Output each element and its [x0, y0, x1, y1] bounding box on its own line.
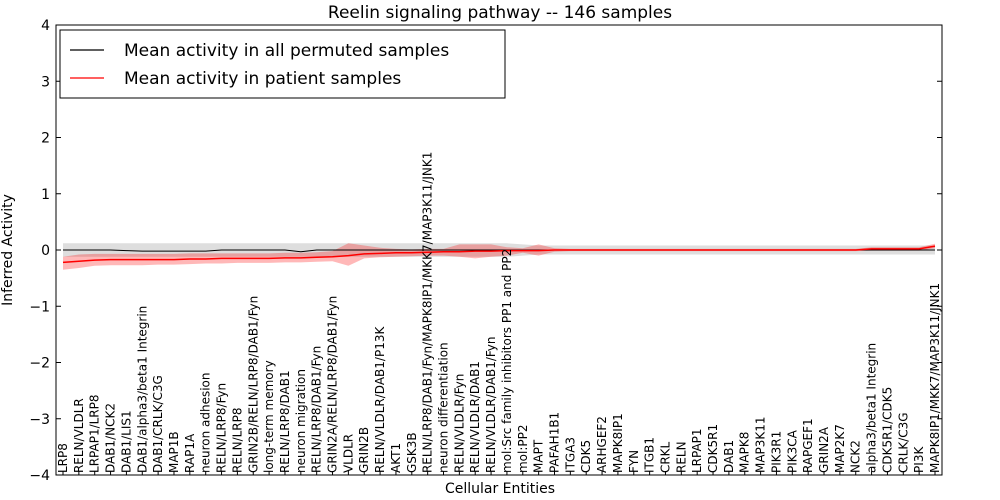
category-label-18: VLDLR: [341, 434, 355, 473]
category-label-49: MAP2K7: [833, 424, 847, 473]
category-label-14: RELN/LRP8/DAB1: [278, 370, 292, 473]
category-label-27: RELN/VLDLR/DAB1/Fyn: [484, 337, 498, 473]
line-series-1: [62, 245, 936, 264]
category-label-21: AKT1: [389, 443, 403, 473]
y-tick-label-6: 2: [41, 131, 50, 147]
category-label-24: neuron differentiation: [437, 342, 451, 473]
category-label-9: neuron adhesion: [199, 372, 213, 473]
category-label-31: PAFAH1B1: [548, 412, 562, 473]
legend-label-permuted: Mean activity in all permuted samples: [124, 41, 449, 61]
y-tick-label-8: 4: [41, 18, 50, 34]
y-tick-label-4: 0: [41, 243, 50, 259]
category-label-19: GRIN2B: [357, 427, 371, 473]
category-label-41: CDK5R1: [706, 424, 720, 473]
legend-box: [59, 29, 506, 99]
category-label-4: DAB1/LIS1: [119, 410, 133, 473]
category-label-35: MAPK8IP1: [611, 413, 625, 473]
category-label-45: PIK3R1: [770, 431, 784, 473]
category-label-50: NCK2: [849, 440, 863, 473]
category-label-3: DAB1/NCK2: [104, 403, 118, 473]
category-label-47: RAPGEF1: [801, 418, 815, 473]
category-label-6: DAB1/CRLK/C3G: [151, 375, 165, 473]
y-tick-label-2: −2: [29, 356, 50, 372]
category-label-38: CRKL: [659, 441, 673, 473]
category-label-5: DAB1/alpha3/beta1 Integrin: [135, 306, 149, 473]
category-label-25: RELN/VLDLR/Fyn: [452, 374, 466, 473]
category-label-40: LRPAP1: [690, 428, 704, 473]
y-tick-label-5: 1: [41, 187, 50, 203]
category-label-26: RELN/VLDLR/DAB1: [468, 361, 482, 473]
category-label-44: MAP3K11: [754, 416, 768, 473]
category-label-1: RELN/VLDLR: [72, 398, 86, 473]
category-label-0: LRP8: [56, 443, 70, 473]
y-tick-label-0: −4: [29, 468, 50, 484]
y-axis-label: Inferred Activity: [0, 194, 16, 306]
category-label-23: RELN/LRP8/DAB1/Fyn/MAPK8IP1/MKK7/MAP3K11…: [421, 152, 435, 473]
x-axis-label: Cellular Entities: [445, 481, 555, 497]
category-label-29: mol:PP2: [516, 425, 530, 474]
legend: Mean activity in all permuted samples Me…: [59, 29, 506, 99]
category-label-11: RELN/LRP8: [230, 407, 244, 473]
category-label-8: RAP1A: [183, 433, 197, 473]
category-label-43: MAPK8: [738, 432, 752, 473]
category-label-7: MAP1B: [167, 431, 181, 473]
category-label-51: alpha3/beta1 Integrin: [865, 343, 879, 473]
y-tick-label-1: −3: [29, 412, 50, 428]
category-label-53: CRLK/C3G: [896, 412, 910, 473]
chart-title: Reelin signaling pathway -- 146 samples: [328, 3, 672, 23]
category-label-55: MAPK8IP1/MKK7/MAP3K11/JNK1: [928, 283, 942, 473]
category-label-42: DAB1: [722, 440, 736, 473]
category-label-2: LRPAP1/LRP8: [88, 394, 102, 473]
plot-frame: [55, 24, 943, 476]
category-label-39: RELN: [674, 441, 688, 473]
category-label-32: ITGA3: [563, 437, 577, 473]
category-label-16: RELN/LRP8/DAB1/Fyn: [310, 346, 324, 473]
category-label-22: GSK3B: [405, 432, 419, 473]
category-label-17: GRIN2A/RELN/LRP8/DAB1/Fyn: [326, 296, 340, 473]
category-label-48: GRIN2A: [817, 426, 831, 473]
category-label-46: PIK3CA: [785, 429, 799, 473]
series-lines: [62, 245, 936, 264]
category-labels: LRP8 RELN/VLDLR LRPAP1/LRP8 DAB1/NCK2 DAB1/L…: [56, 152, 942, 475]
category-label-37: ITGB1: [643, 437, 657, 473]
category-label-30: MAPT: [532, 439, 546, 473]
category-label-15: neuron migration: [294, 369, 308, 473]
y-tick-label-3: −1: [29, 299, 50, 315]
category-label-13: long-term memory: [262, 360, 276, 473]
category-label-54: PI3K: [912, 446, 926, 473]
category-label-10: RELN/LRP8/Fyn: [215, 383, 229, 473]
category-label-12: GRIN2B/RELN/LRP8/DAB1/Fyn: [246, 296, 260, 473]
category-label-34: ARHGEF2: [595, 416, 609, 473]
legend-label-patient: Mean activity in patient samples: [124, 69, 401, 89]
category-label-20: RELN/VLDLR/DAB1/P13K: [373, 326, 387, 473]
category-label-33: CDK5: [579, 440, 593, 473]
category-label-52: CDK5R1/CDK5: [880, 387, 894, 473]
category-label-36: FYN: [627, 450, 641, 473]
category-label-28: mol:Src family inhibitors PP1 and PP2: [500, 249, 514, 473]
y-tick-label-7: 3: [41, 74, 50, 90]
y-axis-ticks: −4 −3 −2 −1 0 1 2 3 4: [29, 18, 942, 484]
